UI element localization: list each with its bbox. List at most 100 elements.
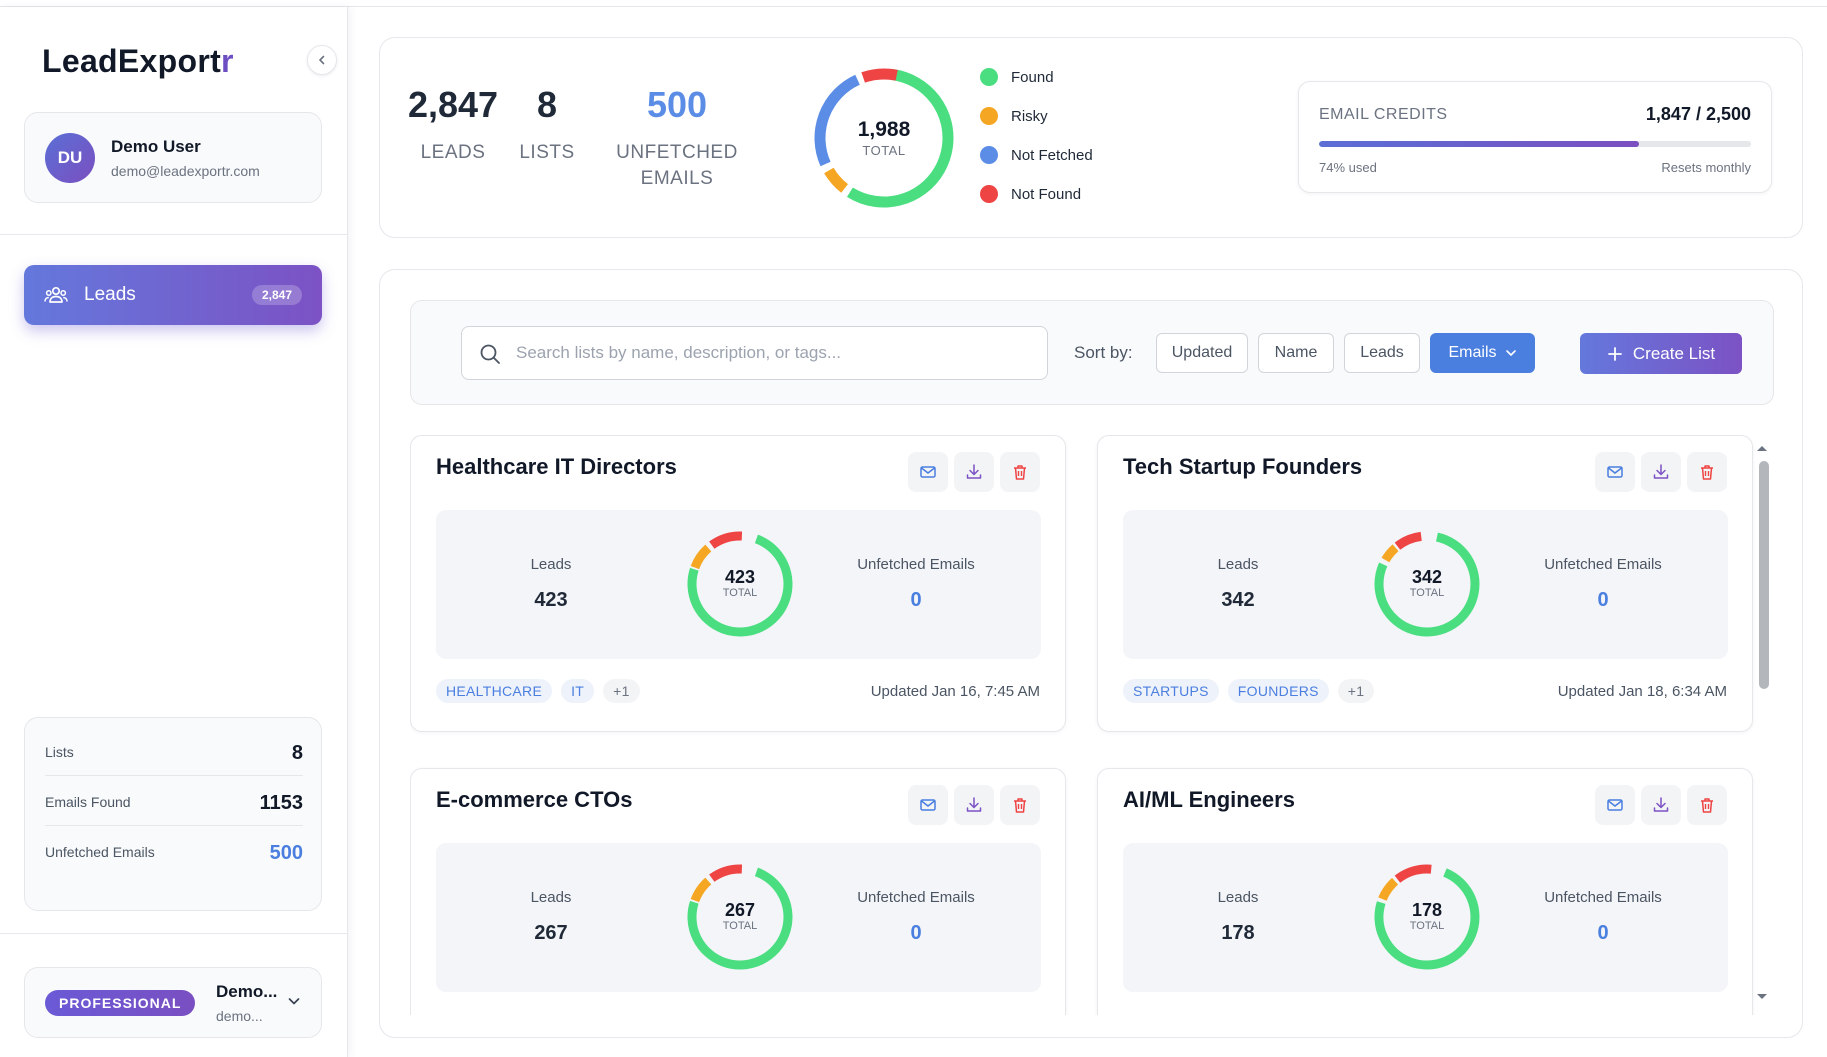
mail-icon (1606, 796, 1624, 814)
legend-dot (980, 68, 998, 86)
legend-dot (980, 107, 998, 125)
email-list-button[interactable] (908, 452, 948, 492)
lists-toolbar: Sort by: Updated Name Leads Emails Creat… (410, 300, 1774, 405)
stat-value: 0 (1528, 922, 1678, 945)
user-email: demo@leadexportr.com (111, 163, 260, 179)
list-card-tags: HEALTHCARE IT +1 (436, 679, 640, 703)
sidebar-stats: Lists 8 Emails Found 1153 Unfetched Emai… (24, 717, 322, 911)
download-list-button[interactable] (954, 452, 994, 492)
list-card[interactable]: AI/ML Engineers Leads 178 178 TOTAL (1097, 768, 1753, 1015)
lists-panel: Sort by: Updated Name Leads Emails Creat… (379, 269, 1803, 1038)
stat-label: Unfetched Emails (1528, 556, 1678, 573)
lists-grid: Healthcare IT Directors Leads 423 423 TO… (410, 435, 1774, 1015)
list-card[interactable]: E-commerce CTOs Leads 267 267 TOTAL (410, 768, 1066, 1015)
email-list-button[interactable] (1595, 785, 1635, 825)
user-name: Demo User (111, 137, 201, 157)
list-card-tags: STARTUPS FOUNDERS +1 (1123, 679, 1374, 703)
trash-icon (1698, 463, 1716, 481)
trash-icon (1698, 796, 1716, 814)
account-switcher[interactable]: PROFESSIONAL Demo... demo... (24, 967, 322, 1038)
trash-icon (1011, 796, 1029, 814)
sort-name-button[interactable]: Name (1258, 333, 1334, 373)
metric-label: UNFETCHED EMAILS (612, 140, 742, 192)
donut-total: 178 (1373, 900, 1481, 921)
list-card[interactable]: Healthcare IT Directors Leads 423 423 TO… (410, 435, 1066, 732)
list-card-actions (908, 785, 1040, 825)
tag-more[interactable]: +1 (1338, 679, 1375, 703)
list-card[interactable]: Tech Startup Founders Leads 342 342 TOTA… (1097, 435, 1753, 732)
sort-label: Sort by: (1074, 343, 1133, 363)
plan-badge: PROFESSIONAL (45, 990, 195, 1016)
delete-list-button[interactable] (1687, 452, 1727, 492)
sidebar-item-label: Leads (84, 284, 136, 306)
download-list-button[interactable] (1641, 785, 1681, 825)
tag[interactable]: IT (561, 679, 594, 703)
sidebar: LeadExportr DU Demo User demo@leadexport… (0, 7, 348, 1057)
legend-dot (980, 146, 998, 164)
stat-label: Leads (1193, 889, 1283, 906)
email-list-button[interactable] (1595, 452, 1635, 492)
list-unfetched-stat: Unfetched Emails 0 (1528, 889, 1678, 945)
stat-label: Leads (506, 889, 596, 906)
stat-value: 1153 (260, 792, 303, 815)
tag[interactable]: FOUNDERS (1228, 679, 1329, 703)
list-unfetched-stat: Unfetched Emails 0 (841, 889, 991, 945)
delete-list-button[interactable] (1000, 785, 1040, 825)
app-logo[interactable]: LeadExportr (42, 43, 234, 80)
credits-used-label: 74% used (1319, 160, 1377, 175)
list-leads-stat: Leads 342 (1193, 556, 1283, 612)
stat-label: Unfetched Emails (45, 844, 155, 860)
collapse-sidebar-button[interactable] (307, 45, 337, 75)
donut-total: 423 (686, 567, 794, 588)
tag[interactable]: HEALTHCARE (436, 679, 552, 703)
stat-row-emails-found: Emails Found 1153 (45, 776, 303, 826)
donut-total-label: TOTAL (1373, 920, 1481, 932)
stat-value: 0 (841, 922, 991, 945)
scroll-down-arrow[interactable] (1755, 992, 1769, 1002)
search-box[interactable] (461, 326, 1048, 380)
create-list-label: Create List (1633, 344, 1715, 364)
sort-updated-button[interactable]: Updated (1156, 333, 1248, 373)
delete-list-button[interactable] (1000, 452, 1040, 492)
stat-label: Lists (45, 744, 74, 760)
delete-list-button[interactable] (1687, 785, 1727, 825)
stat-label: Unfetched Emails (1528, 889, 1678, 906)
stat-label: Leads (1193, 556, 1283, 573)
list-card-title: AI/ML Engineers (1123, 787, 1295, 813)
list-leads-stat: Leads 178 (1193, 889, 1283, 945)
download-icon (1652, 463, 1670, 481)
search-icon (478, 342, 502, 366)
download-list-button[interactable] (1641, 452, 1681, 492)
download-list-button[interactable] (954, 785, 994, 825)
sort-emails-label: Emails (1448, 344, 1496, 362)
stat-row-unfetched: Unfetched Emails 500 (45, 826, 303, 876)
credits-progress-fill (1319, 141, 1639, 147)
metric-leads: 2,847 LEADS (403, 84, 503, 166)
list-card-updated: Updated Jan 16, 7:45 AM (871, 683, 1040, 700)
tag[interactable]: STARTUPS (1123, 679, 1219, 703)
list-card-actions (1595, 785, 1727, 825)
email-list-button[interactable] (908, 785, 948, 825)
donut-total-label: TOTAL (686, 587, 794, 599)
sidebar-item-leads[interactable]: Leads 2,847 (24, 265, 322, 325)
sort-leads-button[interactable]: Leads (1344, 333, 1420, 373)
credits-title: EMAIL CREDITS (1319, 106, 1448, 124)
tag-more[interactable]: +1 (603, 679, 640, 703)
download-icon (1652, 796, 1670, 814)
search-input[interactable] (516, 327, 1036, 379)
scrollbar-thumb[interactable] (1759, 461, 1769, 689)
mail-icon (1606, 463, 1624, 481)
donut-total: 342 (1373, 567, 1481, 588)
donut-total-label: TOTAL (686, 920, 794, 932)
stat-value: 8 (292, 742, 303, 765)
chevron-down-icon (287, 994, 301, 1008)
sort-emails-button[interactable]: Emails (1430, 333, 1535, 373)
create-list-button[interactable]: Create List (1580, 333, 1742, 374)
scroll-up-arrow[interactable] (1755, 443, 1769, 453)
list-unfetched-stat: Unfetched Emails 0 (1528, 556, 1678, 612)
list-card-stats: Leads 423 423 TOTAL Unfetched Emails 0 (436, 510, 1041, 659)
chevron-down-icon (1505, 347, 1517, 359)
donut-total: 267 (686, 900, 794, 921)
user-profile-card[interactable]: DU Demo User demo@leadexportr.com (24, 112, 322, 203)
stat-value: 267 (506, 922, 596, 945)
